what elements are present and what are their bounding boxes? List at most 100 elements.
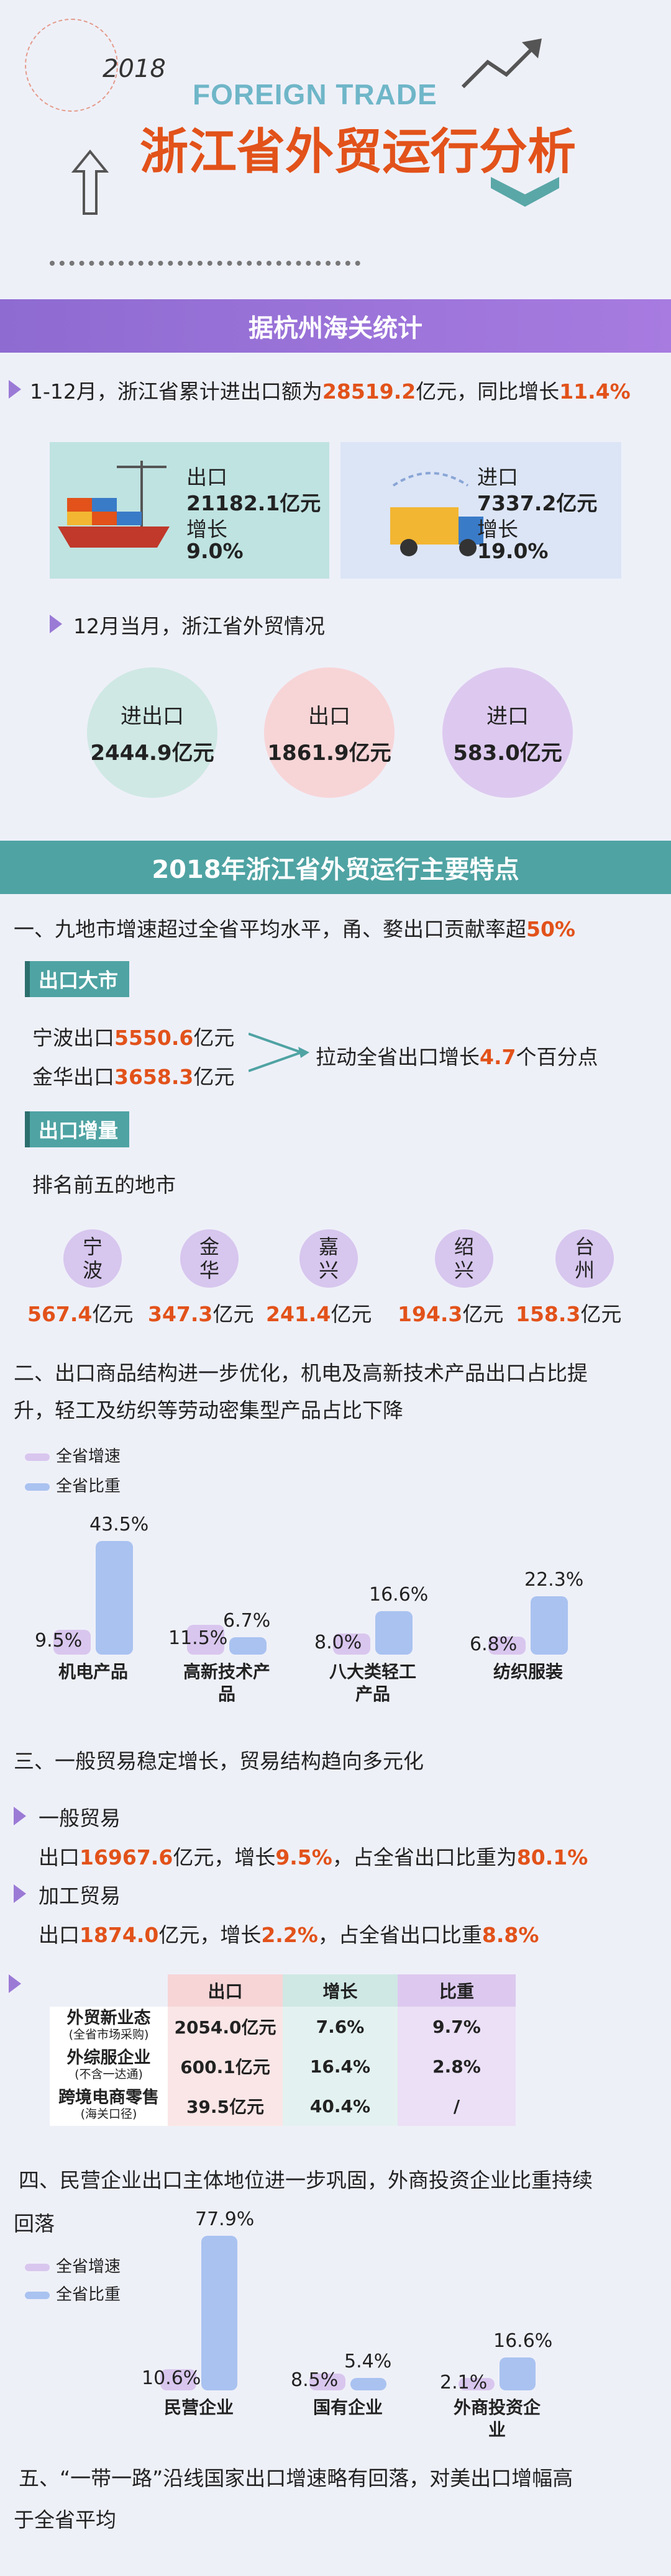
tag-export-major: 出口大市 [25, 961, 130, 997]
legend-growth: 全省增速 [25, 2254, 121, 2277]
category-label: 外商投资企业 [453, 2397, 541, 2440]
export-value: 21182.1亿元 [186, 491, 321, 515]
export-growth: 9.0% [186, 539, 244, 563]
point-three: 三、一般贸易稳定增长，贸易结构趋向多元化 [14, 1749, 424, 1773]
dotted-divider [50, 261, 360, 266]
share-bar [375, 1611, 413, 1655]
delivery-truck-illustration [390, 472, 483, 556]
import-card: 进口 7337.2亿元 增长 19.0% [340, 442, 621, 579]
bullet-triangle [9, 380, 21, 399]
bullet-triangle [9, 1974, 21, 1993]
category-label: 八大类轻工产品 [329, 1661, 416, 1704]
share-bar [350, 2378, 386, 2390]
import-growth: 19.0% [477, 539, 549, 563]
ningbo-export: 宁波出口5550.6亿元 [32, 1026, 235, 1050]
bar-value-label: 6.7% [223, 1609, 271, 1632]
enterprise-type-chart: 10.6% 77.9% 民营企业 8.5% 5.4% 国有企业 2.1% 16.6% 外商投资企… [0, 2208, 671, 2440]
legend-share: 全省比重 [25, 2282, 121, 2305]
bar-value-label: 6.8% [470, 1633, 518, 1655]
share-bar [500, 2357, 536, 2390]
table-row: 跨境电商零售 (海关口径) 39.5亿元 40.4% / [50, 2086, 516, 2126]
bullet-triangle [14, 1807, 26, 1825]
bar-value-label: 5.4% [344, 2351, 392, 2372]
section-title-customs: 据杭州海关统计 [0, 299, 671, 353]
legend-share: 全省比重 [25, 1473, 121, 1496]
processing-trade-title: 加工贸易 [39, 1884, 121, 1908]
port-ship-illustration [58, 461, 170, 548]
growth-bar [53, 1630, 91, 1655]
pull-growth: 拉动全省出口增长4.7个百分点 [316, 1045, 598, 1069]
import-label: 进口 [477, 465, 518, 489]
bar-value-label: 43.5% [89, 1514, 149, 1536]
bullet-triangle [50, 615, 62, 633]
bar-value-label: 9.5% [35, 1630, 83, 1652]
trend-arrow-icon [461, 38, 542, 89]
general-trade-detail: 出口16967.6亿元，增长9.5%，占全省出口比重为80.1% [39, 1845, 588, 1869]
legend-growth: 全省增速 [25, 1444, 121, 1467]
table-header: 出口 [168, 1974, 283, 2007]
dashed-circle-decoration [25, 19, 118, 112]
point-one: 一、九地市增速超过全省平均水平，甬、婺出口贡献率超50% [14, 917, 575, 941]
growth-bar [459, 2378, 495, 2390]
share-bar [201, 2235, 237, 2390]
export-label: 出口 [186, 465, 227, 489]
bar-value-label: 11.5% [168, 1627, 228, 1649]
annual-summary: 1-12月，浙江省累计进出口额为28519.2亿元，同比增长11.4% [30, 379, 631, 404]
december-import-circle: 进口 583.0亿元 [442, 667, 573, 798]
bar-value-label: 16.6% [493, 2330, 553, 2352]
growth-bar [488, 1637, 526, 1655]
year-label: 2018 [103, 55, 166, 83]
new-business-table: 出口 增长 比重 外贸新业态 (全省市场采购) 2054.0亿元 7.6% 9.7… [50, 1974, 516, 2126]
bar-value-label: 77.9% [195, 2208, 255, 2230]
import-value: 7337.2亿元 [477, 491, 598, 515]
city-ningbo: 宁波 [63, 1229, 122, 1288]
city-value-ningbo: 567.4亿元 [27, 1302, 134, 1326]
bar-value-label: 16.6% [369, 1584, 429, 1606]
point-five-line1: 五、“一带一路”沿线国家出口增速略有回落，对美出口增幅高 [19, 2466, 573, 2490]
general-trade-title: 一般贸易 [39, 1806, 121, 1830]
city-taizhou: 台州 [555, 1229, 614, 1288]
bar-value-label: 8.0% [314, 1632, 362, 1654]
export-growth-label: 增长 [186, 517, 227, 541]
city-shaoxing: 绍兴 [435, 1229, 493, 1288]
category-label: 机电产品 [58, 1661, 128, 1682]
header: 2018 FOREIGN TRADE 浙江省外贸运行分析 [0, 0, 671, 266]
import-growth-label: 增长 [477, 517, 518, 541]
point-four-line2: 回落 [14, 2212, 55, 2236]
growth-bar [187, 1624, 224, 1655]
city-value-shaoxing: 194.3亿元 [398, 1302, 504, 1326]
growth-bar [160, 2369, 196, 2390]
tag-export-increment: 出口增量 [25, 1111, 130, 1147]
chevron-down-icon [491, 177, 559, 207]
table-header: 增长 [283, 1974, 398, 2007]
point-five-line2: 于全省平均 [14, 2508, 116, 2532]
category-label: 国有企业 [313, 2397, 383, 2418]
share-bar [96, 1541, 133, 1655]
bar-value-label: 10.6% [142, 2367, 201, 2390]
december-export-circle: 出口 1861.9亿元 [264, 667, 395, 798]
city-value-taizhou: 158.3亿元 [516, 1302, 622, 1326]
growth-bar [309, 2373, 345, 2390]
table-header: 比重 [398, 1974, 516, 2007]
bar-value-label: 8.5% [291, 2369, 339, 2392]
growth-bar [333, 1634, 370, 1655]
merge-arrows-icon [249, 1033, 309, 1072]
top-five-title: 排名前五的地市 [32, 1173, 176, 1197]
export-card: 出口 21182.1亿元 增长 9.0% [50, 442, 329, 579]
category-label: 高新技术产品 [183, 1661, 270, 1704]
bar-value-label: 2.1% [440, 2372, 488, 2393]
category-label: 纺织服装 [493, 1661, 563, 1682]
table-header-row: 出口 增长 比重 [50, 1974, 516, 2007]
share-bar [229, 1637, 267, 1655]
section-title-features: 2018年浙江省外贸运行主要特点 [0, 841, 671, 894]
city-jiaxing: 嘉兴 [299, 1229, 358, 1288]
product-structure-chart: 9.5% 43.5% 机电产品 11.5% 6.7% 高新技术产品 8.0% 16.6% 八大类… [0, 1490, 671, 1726]
bar-value-label: 22.3% [524, 1569, 584, 1591]
chinese-title: 浙江省外贸运行分析 [140, 124, 577, 180]
point-two-line1: 二、出口商品结构进一步优化，机电及高新技术产品出口占比提 [14, 1361, 588, 1385]
bullet-triangle [14, 1884, 26, 1903]
jinhua-export: 金华出口3658.3亿元 [32, 1065, 235, 1089]
up-arrow-icon [71, 149, 109, 215]
english-title: FOREIGN TRADE [193, 78, 437, 111]
city-value-jiaxing: 241.4亿元 [266, 1302, 372, 1326]
